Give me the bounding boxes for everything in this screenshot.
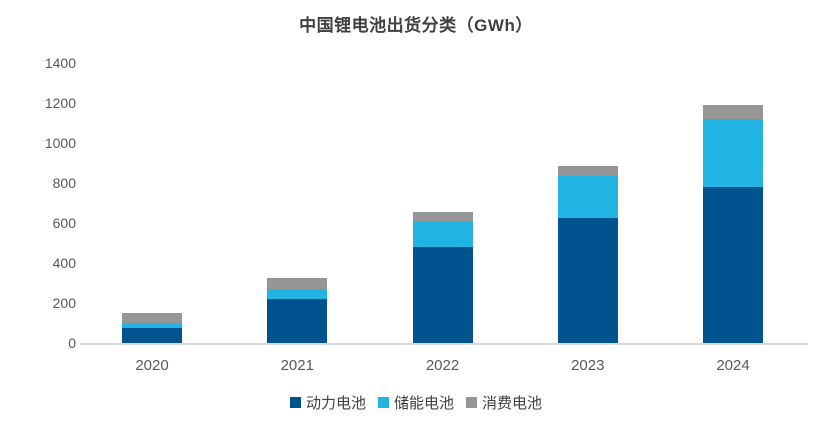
y-tick-label: 1000 (44, 135, 76, 151)
legend-item-动力电池: 动力电池 (289, 392, 366, 413)
legend-swatch-icon (289, 397, 301, 408)
legend-item-消费电池: 消费电池 (466, 392, 542, 413)
stacked-bar-2020 (122, 313, 182, 343)
y-tick-label: 400 (52, 255, 76, 271)
y-tick-label: 600 (52, 215, 76, 231)
bar-segment-储能电池-2021 (267, 289, 328, 299)
stacked-bar-2023 (557, 166, 618, 343)
legend-swatch-icon (466, 397, 477, 408)
x-tick-label: 2021 (280, 357, 314, 374)
y-tick-label: 1400 (44, 55, 76, 71)
x-tick-label: 2020 (135, 357, 169, 374)
stacked-bar-2024 (703, 105, 763, 343)
legend-label: 储能电池 (393, 395, 454, 412)
bar-segment-动力电池-2024 (703, 187, 763, 343)
legend-swatch-icon (377, 397, 389, 408)
bar-segment-消费电池-2024 (703, 105, 763, 119)
legend-label: 动力电池 (305, 395, 366, 412)
bar-segment-消费电池-2022 (412, 212, 473, 221)
bar-segment-动力电池-2022 (412, 247, 473, 343)
x-tick-label: 2022 (425, 357, 460, 374)
bar-segment-消费电池-2020 (122, 313, 182, 323)
y-tick-label: 800 (52, 175, 76, 191)
y-tick-label: 200 (52, 295, 76, 311)
x-axis-line (80, 343, 808, 345)
x-tick-label: 2023 (571, 357, 605, 374)
x-tick-label: 2024 (716, 357, 750, 374)
y-tick-label: 1200 (44, 95, 76, 111)
bar-segment-储能电池-2020 (122, 323, 182, 328)
legend-item-储能电池: 储能电池 (377, 392, 454, 413)
bar-segment-储能电池-2023 (557, 176, 618, 218)
bar-segment-动力电池-2020 (122, 328, 182, 343)
bar-segment-消费电池-2021 (267, 278, 328, 290)
bar-segment-储能电池-2024 (703, 119, 763, 187)
bar-segment-储能电池-2022 (412, 221, 473, 247)
y-tick-label: 0 (68, 335, 76, 351)
stacked-bar-2022 (412, 212, 473, 343)
chart-legend: 动力电池 储能电池 消费电池 (0, 392, 832, 413)
bar-segment-动力电池-2021 (267, 298, 328, 343)
bar-segment-动力电池-2023 (557, 218, 618, 343)
legend-label: 消费电池 (482, 395, 543, 412)
bar-segment-消费电池-2023 (557, 166, 618, 176)
stacked-bar-2021 (267, 278, 328, 343)
chart-title: 中国锂电池出货分类（GWh） (299, 16, 533, 35)
